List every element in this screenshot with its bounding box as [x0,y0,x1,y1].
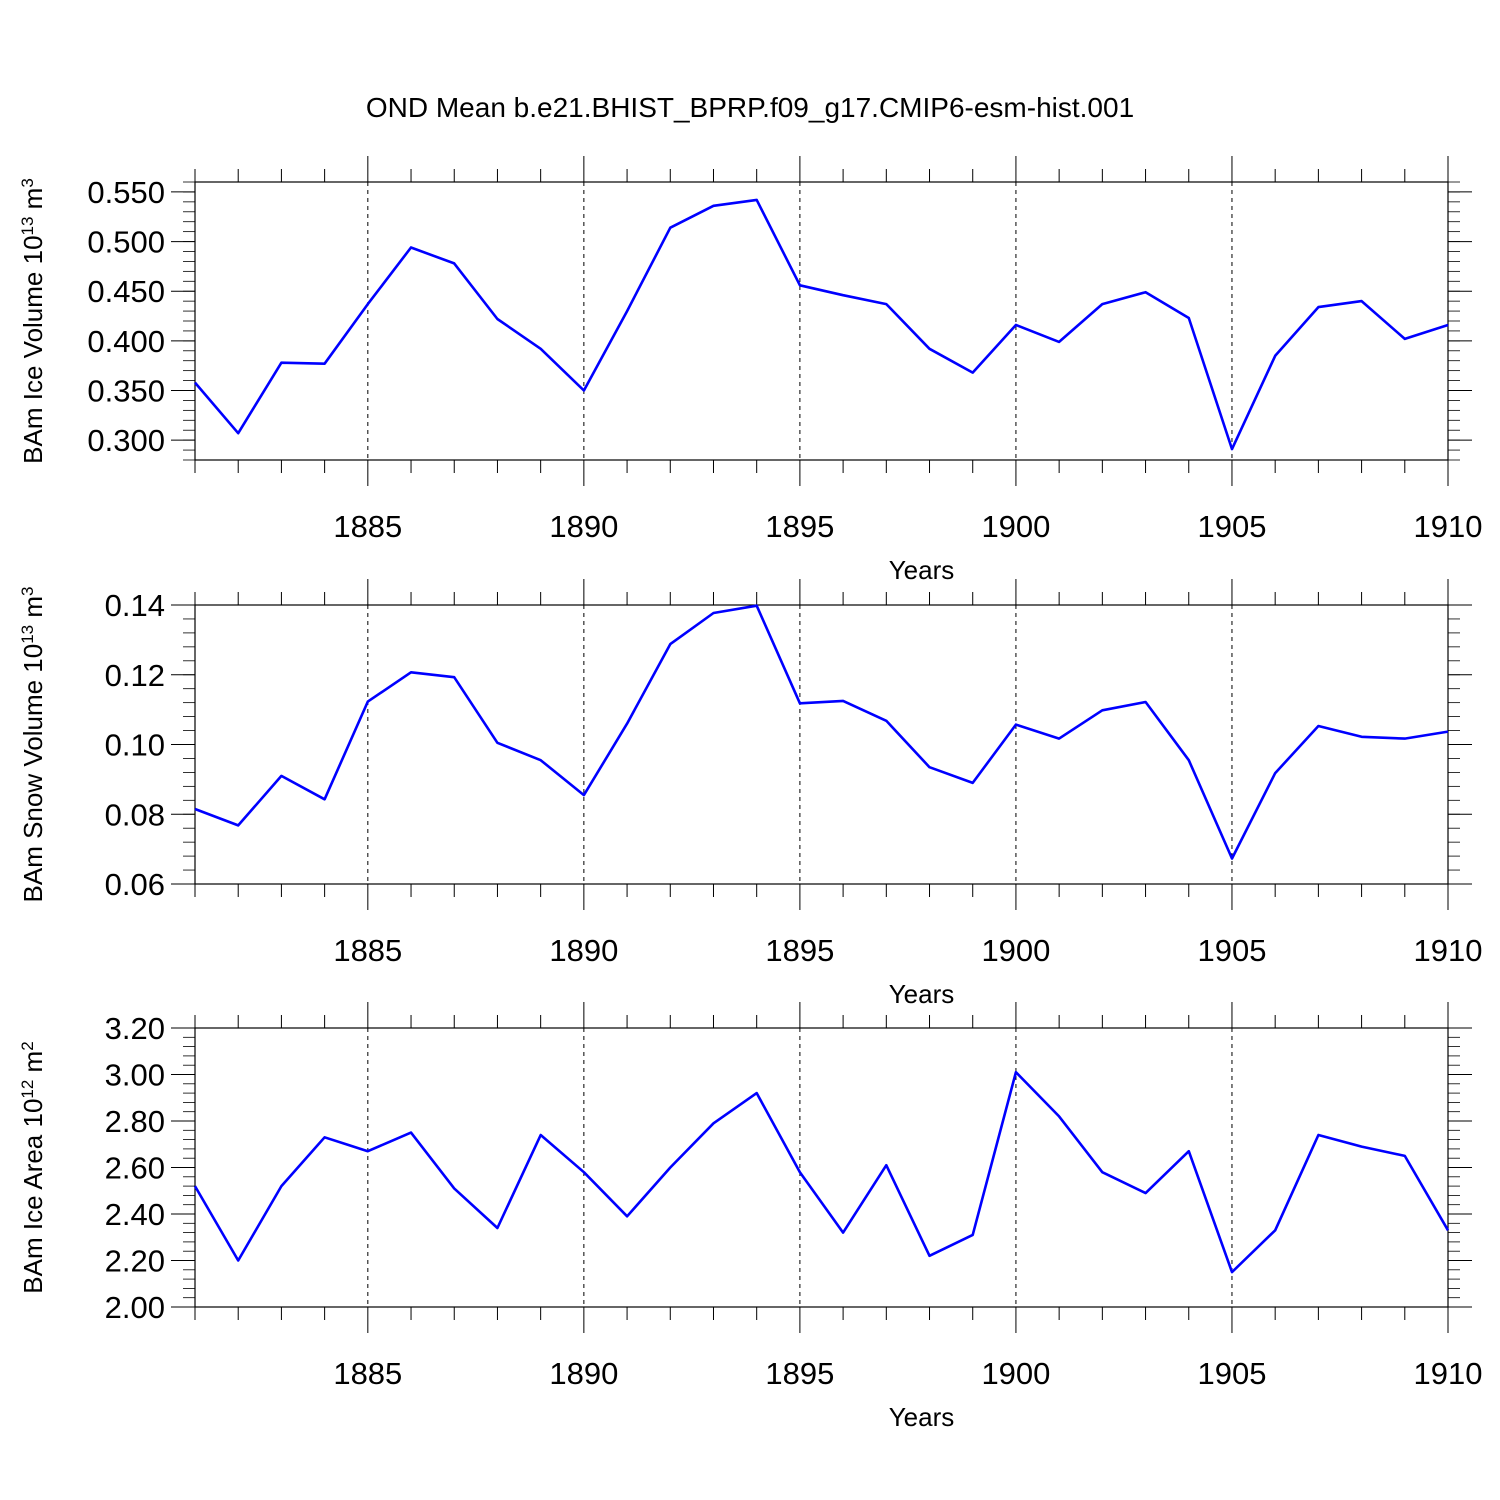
y-axis-label-unit: m [18,596,48,625]
x-axis-label: Years [889,1402,955,1432]
y-axis-label-unit: m [18,1051,48,1080]
x-tick-label: 1885 [333,509,402,544]
y-tick-label: 0.10 [105,728,165,763]
x-axis-label: Years [889,979,955,1009]
y-tick-label: 0.500 [87,225,165,260]
y-tick-label: 2.80 [105,1104,165,1139]
x-tick-label: 1895 [765,509,834,544]
y-axis-label: BAm Ice Volume 1013 m3 [18,178,49,464]
plot-frame [194,181,1449,461]
x-tick-label: 1905 [1197,933,1266,968]
y-axis-label-unit-exponent: 3 [18,178,37,187]
y-axis-label-text: BAm Ice Area 10 [18,1099,48,1294]
y-tick-label: 0.400 [87,324,165,359]
snow-volume-panel: 0.06 0.08 0.10 0.12 0.14 1885 1890 1895 1900 1905… [18,579,1483,1009]
ice-area-panel: 2.00 2.20 2.40 2.60 2.80 3.00 3.20 1885 1890 1895… [18,1002,1483,1432]
y-tick-label: 2.20 [105,1244,165,1279]
y-tick-label: 0.300 [87,423,165,458]
series-line [194,604,1449,860]
y-tick-label: 2.40 [105,1197,165,1232]
y-tick-label: 0.12 [105,658,165,693]
y-axis-label-unit-exponent: 3 [18,587,37,596]
x-tick-label: 1910 [1414,509,1483,544]
x-tick-label: 1890 [549,509,618,544]
y-axis-label-text: BAm Ice Volume 10 [18,235,48,463]
plot-frame [194,1027,1449,1308]
ice-volume-panel: 0.300 0.350 0.400 0.450 0.500 0.550 1885 1890 18… [18,156,1483,585]
y-tick-label: 2.00 [105,1290,165,1325]
x-tick-label: 1900 [981,1356,1050,1391]
y-tick-label: 2.60 [105,1151,165,1186]
x-tick-label: 1900 [981,509,1050,544]
x-tick-label: 1905 [1197,509,1266,544]
chart-title: OND Mean b.e21.BHIST_BPRP.f09_g17.CMIP6-… [365,92,1135,123]
x-tick-label: 1905 [1197,1356,1266,1391]
y-axis-label-unit: m [18,188,48,217]
series-line [193,1070,1450,1274]
series-line [194,198,1449,451]
x-tick-label: 1900 [981,933,1050,968]
y-axis-label: BAm Snow Volume 1013 m3 [18,587,49,903]
y-tick-label: 0.550 [87,175,165,210]
y-tick-label: 3.20 [105,1011,165,1046]
x-tick-label: 1885 [333,1356,402,1391]
y-tick-label: 0.450 [87,274,165,309]
x-tick-label: 1885 [333,933,402,968]
y-axis-label-exponent: 12 [18,1080,37,1099]
y-axis-label: BAm Ice Area 1012 m2 [18,1041,49,1293]
y-axis-label-unit-exponent: 2 [18,1041,37,1050]
y-axis-label-exponent: 13 [18,217,37,236]
y-tick-label: 0.14 [105,588,165,623]
y-tick-label: 0.06 [105,867,165,902]
x-tick-label: 1910 [1414,933,1483,968]
y-tick-label: 0.350 [87,374,165,409]
x-tick-label: 1895 [765,1356,834,1391]
y-axis-label-text: BAm Snow Volume 10 [18,644,48,903]
x-axis-label: Years [889,555,955,585]
y-axis-label-exponent: 13 [18,625,37,644]
y-tick-label: 0.08 [105,797,165,832]
x-tick-label: 1890 [549,1356,618,1391]
y-tick-label: 3.00 [105,1058,165,1093]
x-tick-label: 1890 [549,933,618,968]
x-tick-label: 1895 [765,933,834,968]
x-tick-label: 1910 [1414,1356,1483,1391]
plot-frame [194,604,1449,885]
